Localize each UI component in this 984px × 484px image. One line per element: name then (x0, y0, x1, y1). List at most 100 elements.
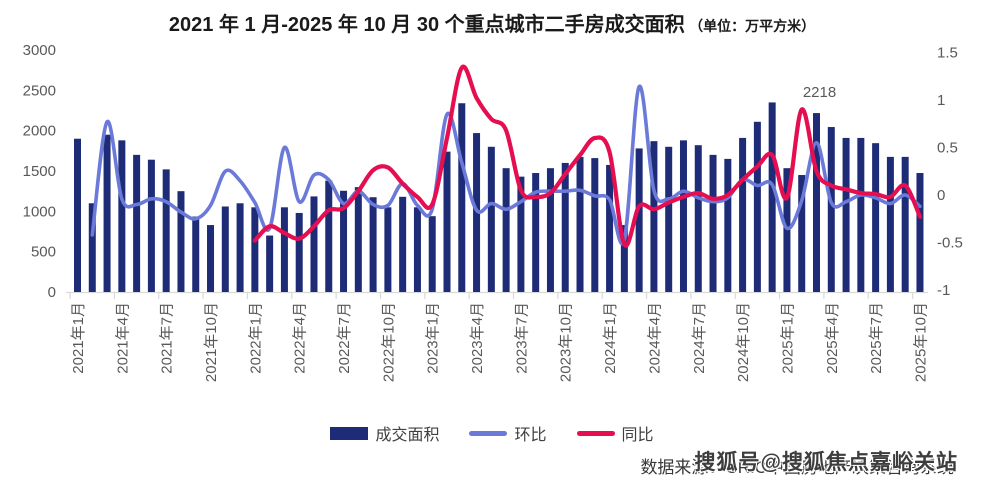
yoy-line-swatch (576, 430, 615, 436)
bar-month-2024年3月 (635, 148, 643, 292)
x-axis-label: 2022年4月 (292, 302, 309, 374)
bar-month-2023年2月 (443, 151, 451, 292)
bar-month-2023年12月 (591, 158, 599, 292)
legend-item-bar-series: 成交面积 (330, 421, 439, 445)
left-axis-tick-label: 2500 (23, 82, 56, 99)
legend-label: 环比 (514, 427, 547, 444)
bar-month-2025年7月 (872, 143, 880, 292)
bar-month-2021年5月 (133, 154, 141, 292)
bar-month-2022年4月 (295, 212, 303, 292)
bar-month-2024年5月 (665, 146, 673, 292)
yoy-line-path (252, 64, 923, 248)
chart-title-unit: （单位：万平方米） (689, 18, 816, 34)
right-axis-tick-label: -1 (937, 282, 950, 299)
x-axis-label: 2022年7月 (336, 302, 353, 374)
watermark-text: 搜狐号@搜狐焦点嘉峪关站 (694, 451, 958, 474)
x-axis-label: 2022年1月 (247, 302, 264, 374)
bar-month-2023年5月 (487, 146, 495, 292)
bar-month-2024年2月 (620, 225, 628, 292)
mom-line-swatch (469, 430, 508, 436)
bar-month-2025年9月 (901, 156, 909, 292)
right-axis-tick-label: 0 (937, 187, 945, 204)
x-axis-label: 2025年10月 (912, 302, 929, 382)
x-axis-label: 2021年10月 (203, 302, 220, 382)
bar-value-annotation: 2218 (803, 84, 836, 101)
bar-month-2024年6月 (679, 140, 687, 292)
right-axis-tick-label: 0.5 (937, 140, 958, 157)
right-axis-tick-label: 1 (937, 92, 945, 109)
x-axis-label: 2024年7月 (691, 302, 708, 374)
bar-month-2022年9月 (369, 197, 377, 292)
bar-month-2023年6月 (502, 168, 510, 292)
legend-label: 成交面积 (375, 427, 440, 444)
bar-month-2021年6月 (147, 159, 155, 292)
bar-month-2024年12月 (768, 102, 776, 292)
bar-month-2023年9月 (546, 168, 554, 292)
bar-month-2022年10月 (384, 207, 392, 292)
bar-month-2025年8月 (886, 156, 894, 292)
x-axis-label: 2021年4月 (114, 302, 131, 374)
chart-title-text: 2021 年 1 月-2025 年 10 月 30 个重点城市二手房成交面积 (168, 14, 685, 36)
bar-month-2021年3月 (103, 134, 111, 292)
chart-canvas: 0 500 1000 1500 2000 2500 3000 -1 -0.5 0 0.5 1 1.5 20… (23, 42, 963, 382)
legend-item-mom-line: 环比 (469, 421, 547, 445)
bar-month-2021年1月 (74, 138, 81, 292)
bar-month-2022年3月 (280, 207, 288, 292)
bar-month-2022年6月 (325, 180, 333, 292)
x-axis-label: 2024年10月 (735, 302, 752, 382)
x-axis-label: 2021年7月 (159, 302, 176, 374)
bar-month-2021年2月 (88, 203, 96, 292)
x-axis-label: 2024年4月 (646, 302, 663, 374)
bar-month-2024年7月 (694, 145, 702, 292)
left-axis-tick-label: 2000 (23, 123, 56, 140)
x-axis-label: 2022年10月 (380, 302, 397, 382)
x-axis-label: 2021年1月 (70, 302, 87, 374)
bar-month-2023年3月 (458, 103, 466, 293)
left-axis-tick-label: 1000 (23, 203, 56, 220)
bar-month-2022年12月 (413, 207, 421, 292)
x-axis-label: 2025年4月 (824, 302, 841, 374)
bar-month-2023年7月 (517, 176, 525, 292)
bar-month-2023年11月 (576, 156, 584, 292)
bar-month-2024年1月 (606, 164, 614, 292)
x-axis-label: 2023年10月 (558, 302, 575, 382)
data-source-text: 数据来源：CRIC中国房地产决策咨询系统 (640, 458, 954, 477)
bar-month-2023年8月 (532, 173, 540, 292)
bar-month-2025年3月 (813, 113, 820, 293)
bar-month-2024年11月 (753, 121, 761, 292)
x-axis-label: 2023年4月 (469, 302, 486, 374)
bar-month-2022年5月 (310, 196, 318, 292)
bar-month-2022年2月 (266, 235, 274, 292)
bar-month-2024年4月 (650, 141, 658, 292)
bar-month-2021年4月 (118, 140, 126, 292)
x-axis-label: 2023年1月 (425, 302, 442, 374)
bar-month-2021年8月 (177, 191, 185, 292)
bar-month-2024年8月 (709, 154, 717, 292)
bar-month-2024年9月 (724, 158, 732, 292)
x-axis-label: 2025年1月 (779, 302, 796, 374)
bar-month-2025年2月 (798, 175, 806, 292)
left-axis-tick-label: 500 (31, 244, 56, 261)
bar-month-2025年4月 (827, 127, 835, 292)
bar-month-2021年12月 (236, 203, 244, 292)
bar-month-2021年11月 (221, 206, 229, 292)
bar-month-2022年11月 (399, 196, 407, 292)
left-axis-tick-label: 1500 (23, 163, 56, 180)
bar-month-2022年1月 (251, 207, 259, 292)
bar-month-2022年7月 (340, 190, 348, 292)
bar-month-2025年5月 (842, 137, 850, 292)
chart-legend: 成交面积 环比 同比 (0, 421, 984, 445)
bar-month-2023年10月 (561, 162, 569, 292)
left-axis-tick-label: 0 (48, 284, 56, 301)
legend-item-yoy-line: 同比 (576, 421, 654, 445)
bar-month-2021年10月 (207, 225, 215, 292)
x-axis-label: 2024年1月 (602, 302, 619, 374)
chart-title: 2021 年 1 月-2025 年 10 月 30 个重点城市二手房成交面积 （… (0, 8, 984, 37)
x-axis-label: 2025年7月 (868, 302, 885, 374)
bar-month-2025年6月 (857, 137, 865, 292)
right-axis-tick-label: 1.5 (937, 45, 958, 62)
bar-month-2021年9月 (192, 216, 200, 292)
right-axis-tick-label: -0.5 (937, 235, 963, 252)
left-axis-tick-label: 3000 (23, 42, 56, 59)
bar-month-2024年10月 (739, 137, 747, 292)
